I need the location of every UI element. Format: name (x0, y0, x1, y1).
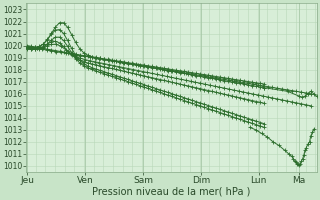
X-axis label: Pression niveau de la mer( hPa ): Pression niveau de la mer( hPa ) (92, 187, 251, 197)
